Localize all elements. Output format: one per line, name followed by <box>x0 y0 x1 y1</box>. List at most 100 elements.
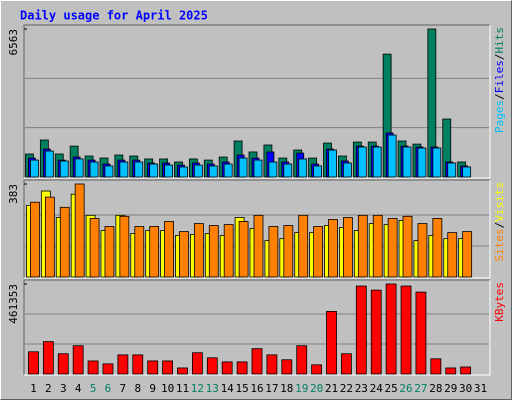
x-tick-label: 13 <box>206 382 219 395</box>
panel-edge <box>23 179 490 278</box>
x-tick-label: 16 <box>250 382 263 395</box>
bar <box>164 164 173 178</box>
bar <box>298 214 309 278</box>
x-tick-label: 4 <box>75 382 82 395</box>
bar <box>326 310 337 375</box>
bar <box>445 367 457 375</box>
panel-edge <box>23 24 490 178</box>
bar <box>59 160 69 178</box>
legend-entry: Files <box>493 60 506 93</box>
bar <box>206 357 218 375</box>
legend: Pages/Files/Hits <box>493 27 506 133</box>
bar <box>447 162 457 178</box>
x-tick-label: 12 <box>191 382 204 395</box>
legend-separator: / <box>493 93 506 100</box>
y-tick-label: 6563 <box>7 29 20 56</box>
bar <box>177 367 188 375</box>
bar <box>193 164 203 178</box>
bar <box>72 345 84 375</box>
x-tick-label: 20 <box>310 382 323 395</box>
x-tick-label: 25 <box>385 382 398 395</box>
bar <box>104 226 115 278</box>
bar <box>236 361 248 375</box>
bar <box>385 283 397 375</box>
bar <box>223 163 233 178</box>
x-tick-label: 8 <box>134 382 141 395</box>
bar <box>208 165 218 178</box>
legend-separator: / <box>493 54 506 61</box>
bar <box>89 161 99 178</box>
bar <box>164 220 174 278</box>
bar <box>402 146 412 178</box>
x-tick-label: 6 <box>105 382 112 395</box>
bar <box>357 146 367 178</box>
chart-title: Daily usage for April 2025 <box>20 9 208 23</box>
bar <box>57 353 69 375</box>
bar <box>387 218 398 278</box>
bar <box>30 201 40 278</box>
legend-entry: KBytes <box>493 282 506 322</box>
bar <box>313 165 323 178</box>
bar <box>179 166 188 178</box>
x-tick-label: 29 <box>444 382 457 395</box>
bar <box>447 232 458 278</box>
bar <box>387 134 397 178</box>
bar <box>462 231 473 278</box>
x-tick-label: 19 <box>295 382 308 395</box>
panel-edge <box>24 25 491 179</box>
x-tick-label: 14 <box>221 382 235 395</box>
bar <box>341 353 352 375</box>
bar <box>432 147 442 178</box>
bar <box>28 351 39 375</box>
y-tick-label: 461353 <box>7 284 20 324</box>
bar <box>313 226 324 278</box>
x-tick-label: 30 <box>459 382 472 395</box>
x-tick-label: 31 <box>474 382 487 395</box>
x-tick-label: 23 <box>355 382 368 395</box>
bar <box>328 219 338 278</box>
x-tick-label: 10 <box>161 382 174 395</box>
bar <box>30 159 39 178</box>
bar <box>281 359 293 375</box>
bar <box>162 360 173 375</box>
bar <box>266 354 278 375</box>
bar <box>149 226 160 278</box>
x-tick-label: 2 <box>45 382 52 395</box>
bar <box>328 149 337 178</box>
legend-separator: / <box>493 222 506 229</box>
bar <box>251 348 263 375</box>
bar <box>357 214 368 278</box>
bar <box>415 291 427 375</box>
bar <box>283 225 294 278</box>
bar <box>268 226 279 278</box>
bar <box>179 231 189 278</box>
bar <box>87 360 99 375</box>
x-tick-label: 24 <box>370 382 384 395</box>
x-tick-label: 3 <box>60 382 67 395</box>
bar <box>402 215 413 278</box>
bar <box>149 163 159 178</box>
x-tick-label: 17 <box>265 382 278 395</box>
panel-edge <box>24 180 491 279</box>
bar <box>417 147 427 178</box>
bar <box>311 364 323 375</box>
bar <box>44 150 54 178</box>
bar <box>119 215 130 278</box>
bar <box>253 214 264 278</box>
bar <box>238 157 248 178</box>
panel-edge <box>24 280 491 376</box>
bar <box>89 218 100 278</box>
bar <box>296 345 308 375</box>
x-tick-label: 5 <box>90 382 97 395</box>
bar <box>134 226 145 278</box>
panel-edge <box>23 279 490 375</box>
bar <box>432 218 443 278</box>
bar <box>417 223 428 278</box>
bar <box>343 162 352 178</box>
bar <box>298 158 308 178</box>
legend: KBytes <box>493 282 506 322</box>
bar <box>104 165 114 178</box>
bar <box>102 363 114 375</box>
bar <box>268 161 278 178</box>
